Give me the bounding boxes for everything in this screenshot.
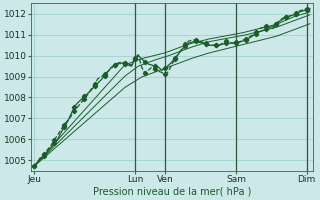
X-axis label: Pression niveau de la mer( hPa ): Pression niveau de la mer( hPa ) [93,187,251,197]
